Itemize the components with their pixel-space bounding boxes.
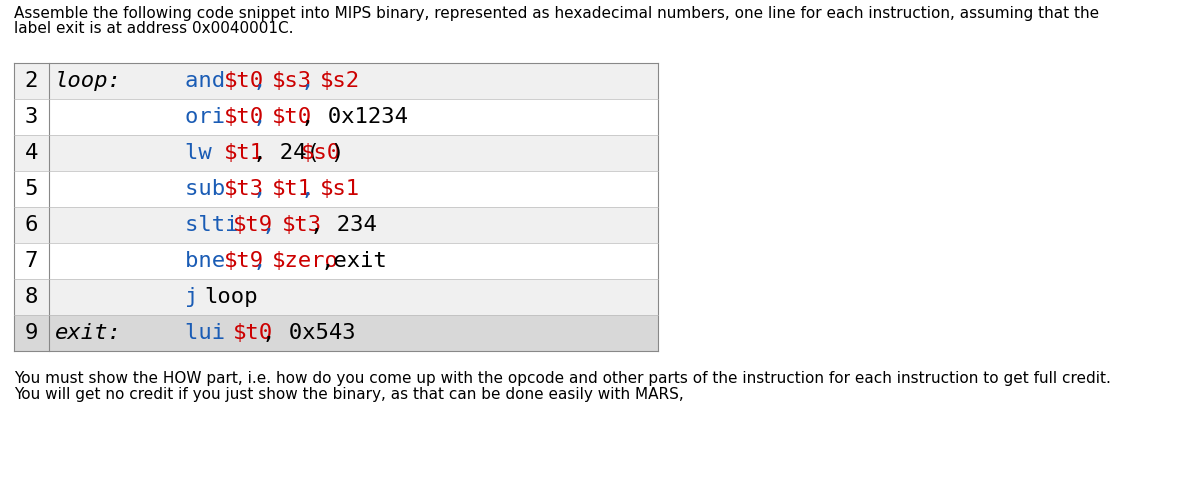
- Text: $t0: $t0: [223, 71, 264, 91]
- Text: slti: slti: [185, 215, 252, 235]
- Text: 4: 4: [25, 143, 38, 163]
- Text: ,: ,: [262, 215, 289, 235]
- Text: 8: 8: [25, 287, 38, 307]
- Text: ,: ,: [301, 179, 328, 199]
- Text: ,: ,: [252, 251, 280, 271]
- Text: You must show the HOW part, i.e. how do you come up with the opcode and other pa: You must show the HOW part, i.e. how do …: [14, 371, 1111, 386]
- Text: $s0: $s0: [301, 143, 341, 163]
- Text: lw: lw: [185, 143, 239, 163]
- Text: ,: ,: [252, 179, 280, 199]
- Text: $zero: $zero: [272, 251, 338, 271]
- Text: loop:: loop:: [55, 71, 122, 91]
- Text: , 0x1234: , 0x1234: [301, 107, 408, 127]
- Text: ): ): [330, 143, 343, 163]
- Text: j: j: [185, 287, 211, 307]
- Bar: [14, 207, 658, 243]
- Text: 3: 3: [25, 107, 38, 127]
- Text: ,: ,: [252, 71, 280, 91]
- Text: $t9: $t9: [233, 215, 274, 235]
- Text: $t9: $t9: [223, 251, 264, 271]
- Bar: [14, 171, 658, 207]
- Text: $s2: $s2: [320, 71, 360, 91]
- Text: sub: sub: [185, 179, 239, 199]
- Text: 7: 7: [25, 251, 38, 271]
- Text: lui: lui: [185, 323, 252, 343]
- Text: $s1: $s1: [320, 179, 360, 199]
- Bar: [14, 315, 658, 351]
- Bar: [14, 63, 658, 99]
- Text: label exit is at address 0x0040001C.: label exit is at address 0x0040001C.: [14, 21, 294, 36]
- Text: $t1: $t1: [272, 179, 312, 199]
- Text: and: and: [185, 71, 239, 91]
- Text: $s3: $s3: [272, 71, 312, 91]
- Text: loop: loop: [204, 287, 258, 307]
- Text: ori: ori: [185, 107, 239, 127]
- Bar: [14, 135, 658, 171]
- Bar: [14, 279, 658, 315]
- Text: 2: 2: [25, 71, 38, 91]
- Text: 5: 5: [25, 179, 38, 199]
- Text: exit:: exit:: [55, 323, 122, 343]
- Text: You will get no credit if you just show the binary, as that can be done easily w: You will get no credit if you just show …: [14, 387, 684, 402]
- Text: $t0: $t0: [233, 323, 274, 343]
- Text: $t3: $t3: [282, 215, 322, 235]
- Bar: [14, 99, 658, 135]
- Bar: [14, 243, 658, 279]
- Text: $t0: $t0: [272, 107, 312, 127]
- Text: ,: ,: [252, 107, 280, 127]
- Text: , 24(: , 24(: [252, 143, 319, 163]
- Text: 9: 9: [25, 323, 38, 343]
- Text: bne: bne: [185, 251, 239, 271]
- Text: 6: 6: [25, 215, 38, 235]
- Text: , 0x543: , 0x543: [262, 323, 356, 343]
- Text: $t3: $t3: [223, 179, 264, 199]
- Text: $t1: $t1: [223, 143, 264, 163]
- Text: Assemble the following code snippet into MIPS binary, represented as hexadecimal: Assemble the following code snippet into…: [14, 6, 1099, 21]
- Text: $t0: $t0: [223, 107, 264, 127]
- Text: ,: ,: [301, 71, 328, 91]
- Text: ,exit: ,exit: [320, 251, 386, 271]
- Text: , 234: , 234: [311, 215, 377, 235]
